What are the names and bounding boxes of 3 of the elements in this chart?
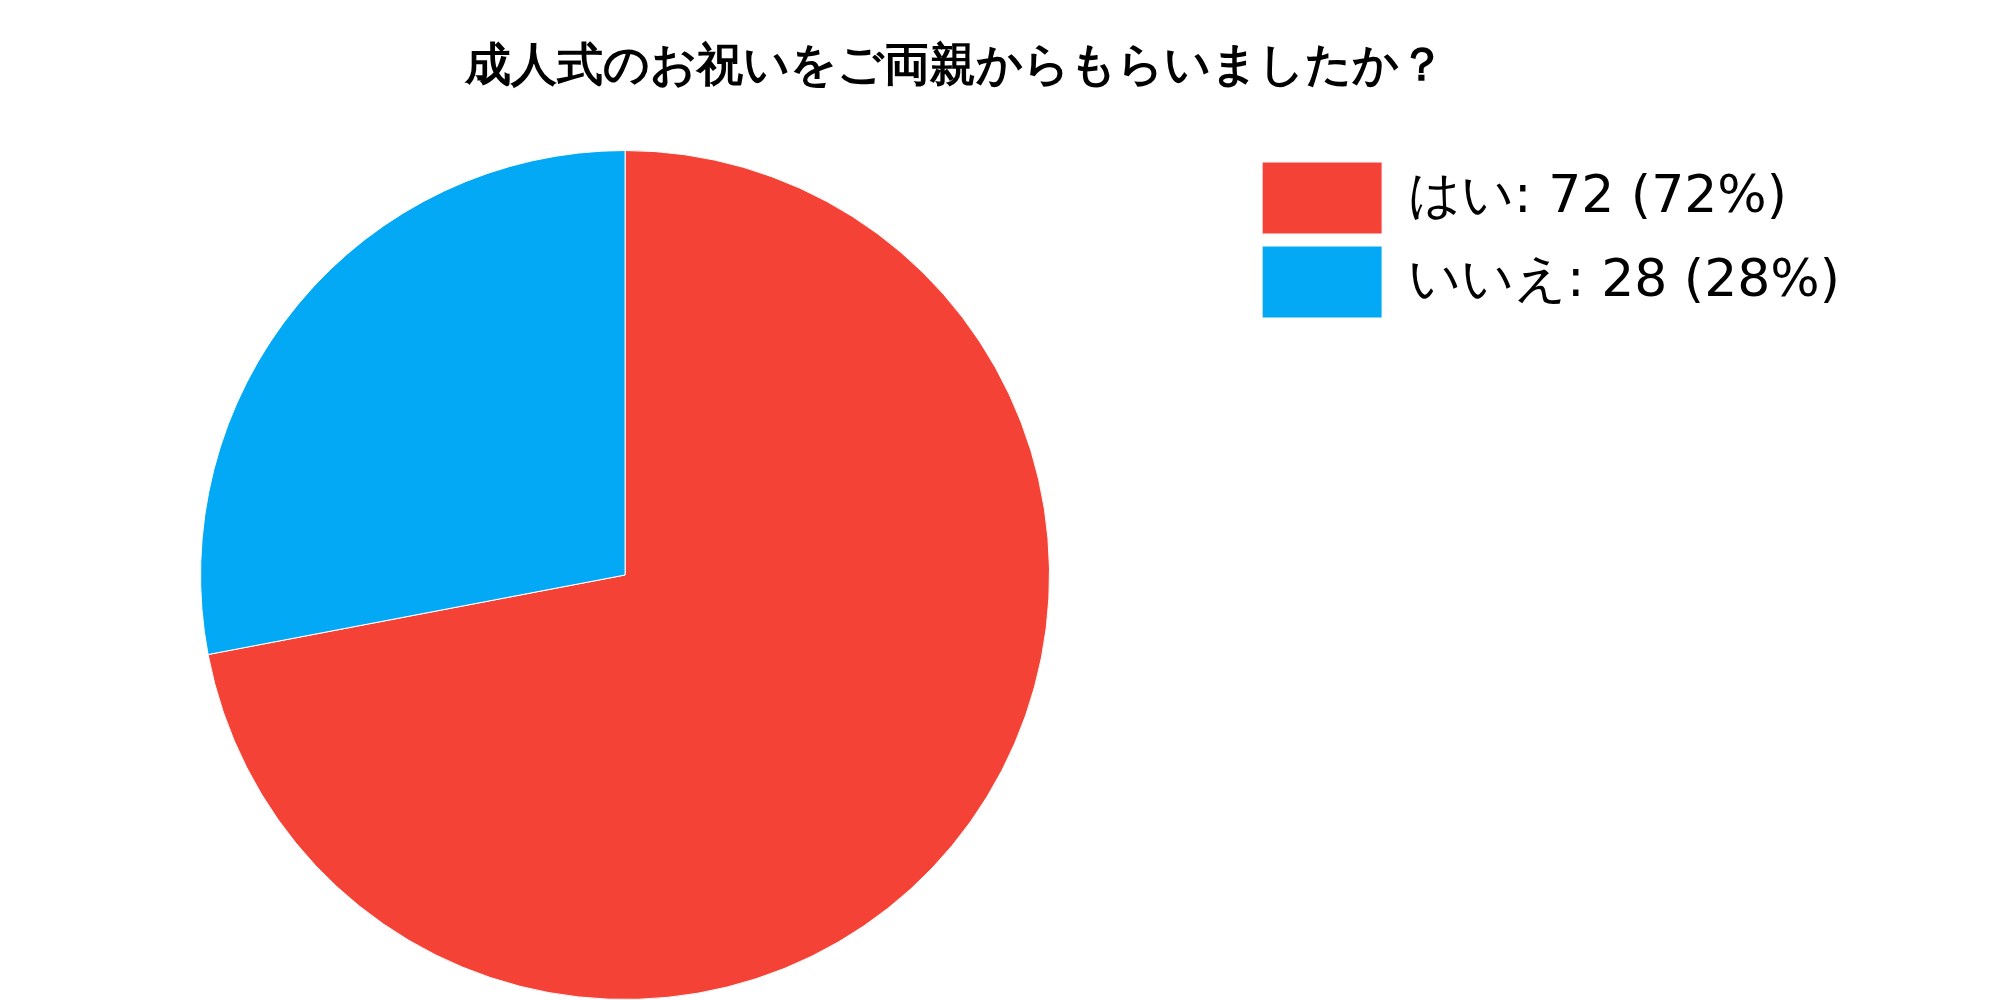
legend-label: いいえ: 28 (28%) <box>1408 247 1841 308</box>
chart-title: 成人式のお祝いをご両親からもらいましたか？ <box>463 36 1446 93</box>
legend-label: はい: 72 (72%) <box>1408 163 1788 224</box>
